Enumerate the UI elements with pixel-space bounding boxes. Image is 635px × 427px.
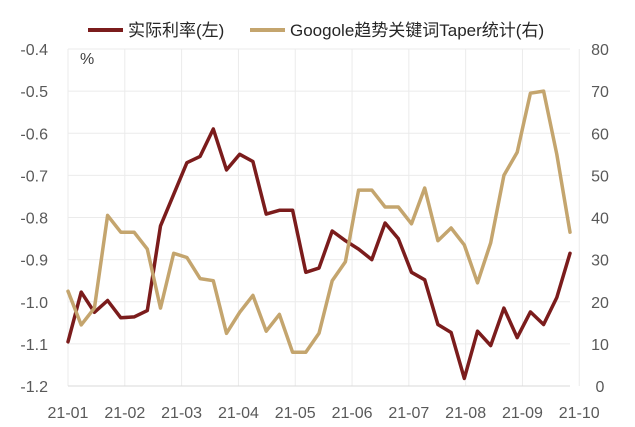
- x-tick-label: 21-08: [445, 405, 486, 422]
- right-tick-label: 60: [591, 126, 609, 143]
- x-tick-label: 21-02: [104, 405, 145, 422]
- left-tick-label: -0.8: [20, 211, 48, 228]
- left-tick-label: -1.1: [20, 337, 48, 354]
- unit-label: %: [80, 51, 94, 68]
- x-tick-label: 21-06: [332, 405, 373, 422]
- right-tick-label: 50: [591, 168, 609, 185]
- series-line-taper-trend: [66, 89, 572, 355]
- right-tick-label: 80: [591, 42, 609, 59]
- left-tick-label: -0.9: [20, 253, 48, 270]
- left-tick-label: -1.2: [20, 379, 48, 396]
- left-tick-label: -0.4: [20, 42, 48, 59]
- left-tick-label: -0.7: [20, 168, 48, 185]
- left-tick-label: -0.5: [20, 84, 48, 101]
- right-tick-label: 70: [591, 84, 609, 101]
- left-axis-ticks: -1.2 -1.1 -1.0 -0.9 -0.8 -0.7 -0.6 -0.5 -0.4: [20, 42, 48, 396]
- x-tick-label: 21-03: [161, 405, 202, 422]
- series-lines: [66, 89, 572, 381]
- legend: 实际利率(左) Googole趋势关键词Taper统计(右): [88, 21, 544, 40]
- legend-label-real-rate: 实际利率(左): [128, 21, 224, 40]
- right-tick-label: 10: [591, 337, 609, 354]
- x-tick-label: 21-10: [559, 405, 600, 422]
- x-tick-label: 21-04: [218, 405, 259, 422]
- right-axis-ticks: 0 10 20 30 40 50 60 70 80: [591, 42, 609, 396]
- right-tick-label: 0: [596, 379, 605, 396]
- right-tick-label: 30: [591, 253, 609, 270]
- x-tick-label: 21-07: [388, 405, 429, 422]
- left-tick-label: -0.6: [20, 126, 48, 143]
- x-tick-label: 21-05: [275, 405, 316, 422]
- x-tick-label: 21-09: [502, 405, 543, 422]
- right-tick-label: 20: [591, 295, 609, 312]
- series-line-real-rate: [66, 127, 572, 381]
- right-tick-label: 40: [591, 211, 609, 228]
- x-tick-label: 21-01: [48, 405, 89, 422]
- gridlines: [67, 48, 580, 387]
- x-axis-ticks: 21-01 21-02 21-03 21-04 21-05 21-06 21-07 21-08…: [48, 405, 600, 422]
- legend-label-taper-trend: Googole趋势关键词Taper统计(右): [290, 21, 544, 40]
- left-tick-label: -1.0: [20, 295, 48, 312]
